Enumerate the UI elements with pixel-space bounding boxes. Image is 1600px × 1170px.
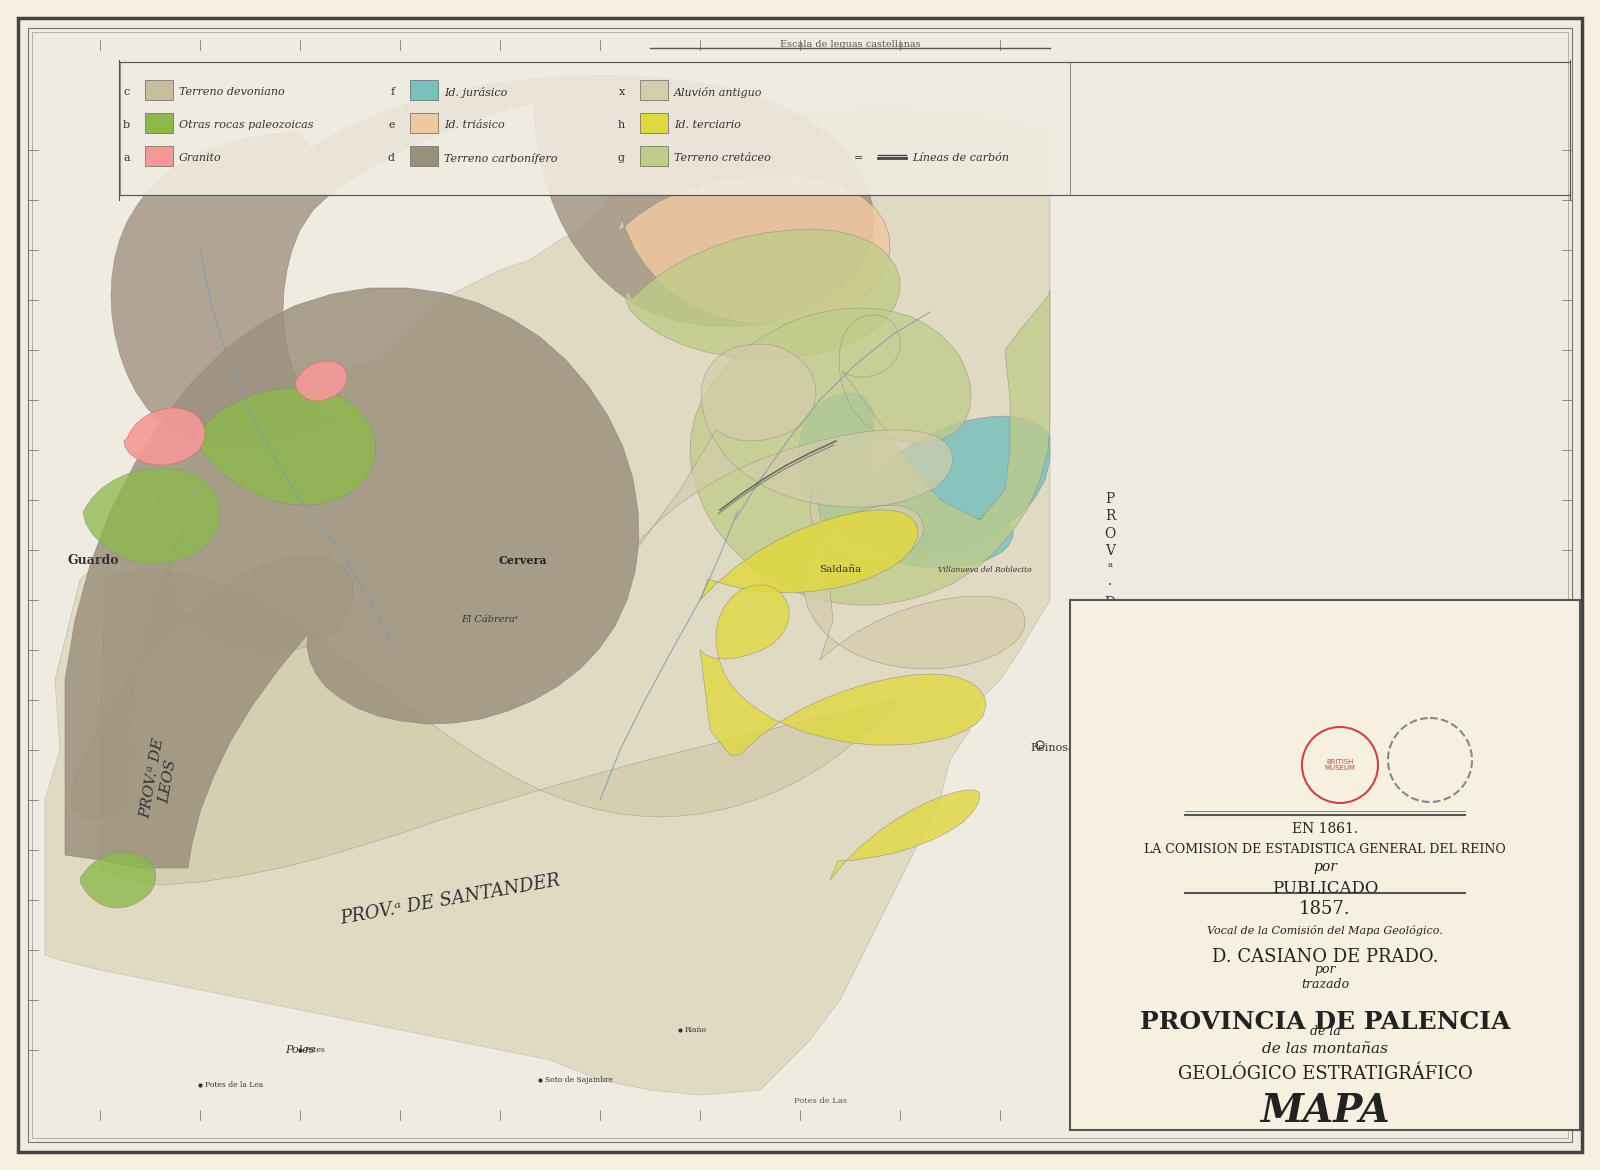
Text: de la: de la — [1309, 1025, 1341, 1038]
Text: b: b — [123, 121, 130, 130]
Polygon shape — [80, 852, 157, 908]
Polygon shape — [125, 408, 205, 464]
Polygon shape — [880, 518, 1013, 567]
Bar — [410, 113, 438, 133]
Text: Saldaña: Saldaña — [819, 565, 861, 574]
Text: a: a — [123, 153, 130, 163]
Polygon shape — [640, 344, 954, 545]
Text: d: d — [387, 153, 395, 163]
Text: Soto de Sajambre: Soto de Sajambre — [546, 1076, 613, 1083]
Text: Terreno devoniano: Terreno devoniano — [179, 87, 285, 97]
Text: e: e — [389, 121, 395, 130]
Text: MAPA: MAPA — [1261, 1092, 1390, 1130]
Text: Aluvión antiguo: Aluvión antiguo — [674, 87, 763, 97]
Text: x: x — [619, 87, 626, 97]
Text: por: por — [1314, 860, 1338, 874]
Text: PROV.ᵃ DE SANTANDER: PROV.ᵃ DE SANTANDER — [339, 872, 562, 928]
Bar — [640, 146, 669, 166]
Bar — [146, 80, 173, 99]
Text: Escala de leguas castellanas: Escala de leguas castellanas — [779, 40, 920, 49]
Text: D. CASIANO DE PRADO.: D. CASIANO DE PRADO. — [1211, 948, 1438, 966]
Polygon shape — [701, 510, 918, 600]
Text: Terreno cretáceo: Terreno cretáceo — [674, 153, 771, 163]
Text: trazado: trazado — [1301, 978, 1349, 991]
Polygon shape — [798, 393, 1050, 555]
Text: Terreno carbonífero: Terreno carbonífero — [445, 152, 557, 164]
Polygon shape — [690, 290, 1050, 605]
Text: =: = — [854, 153, 862, 163]
Text: h: h — [618, 121, 626, 130]
Text: Otras rocas paleozoicas: Otras rocas paleozoicas — [179, 121, 314, 130]
Polygon shape — [195, 388, 374, 505]
Bar — [1070, 600, 1581, 1130]
Polygon shape — [626, 229, 899, 359]
Bar — [640, 113, 669, 133]
Text: EN 1861.: EN 1861. — [1291, 823, 1358, 837]
Text: c: c — [123, 87, 130, 97]
Bar — [410, 146, 438, 166]
Text: Vocal de la Comisión del Mapa Geológico.: Vocal de la Comisión del Mapa Geológico. — [1206, 925, 1443, 936]
Text: Reinosa: Reinosa — [1030, 743, 1075, 753]
Text: f: f — [390, 87, 395, 97]
Text: Potes de Las: Potes de Las — [794, 1097, 846, 1104]
Text: PUBLICADO: PUBLICADO — [1272, 880, 1378, 897]
Bar — [120, 62, 1070, 195]
Bar — [410, 80, 438, 99]
Text: por: por — [1314, 963, 1336, 976]
Text: Id. terciario: Id. terciario — [674, 121, 741, 130]
Polygon shape — [830, 790, 979, 880]
Polygon shape — [618, 176, 890, 325]
Text: P
R
O
V
ᵃ
·
D
E
·
B
U
R
G
O
S: P R O V ᵃ · D E · B U R G O S — [1104, 491, 1115, 748]
Text: PROV.ᵃ DE
LEOS: PROV.ᵃ DE LEOS — [138, 737, 182, 823]
Polygon shape — [72, 523, 354, 820]
Text: GEOLÓGICO ESTRATIGRÁFICO: GEOLÓGICO ESTRATIGRÁFICO — [1178, 1065, 1472, 1083]
Text: Potes de la Lea: Potes de la Lea — [205, 1081, 264, 1089]
Text: Villanueva del Roblecito: Villanueva del Roblecito — [938, 566, 1032, 574]
Text: PROVINCIA DE PALENCIA: PROVINCIA DE PALENCIA — [1139, 1010, 1510, 1034]
Text: Id. jurásico: Id. jurásico — [445, 87, 507, 97]
Polygon shape — [803, 484, 1026, 669]
Polygon shape — [83, 468, 221, 564]
Polygon shape — [45, 106, 1050, 1095]
Text: 1857.: 1857. — [1299, 900, 1350, 918]
Text: Líneas de carbón: Líneas de carbón — [912, 153, 1010, 163]
Text: Cervera: Cervera — [499, 555, 547, 565]
Bar — [146, 146, 173, 166]
Text: Poles: Poles — [285, 1045, 315, 1055]
Text: P
R
O
V
ᵃ
 
D
E
 
B
U
R
G
O
S: P R O V ᵃ D E B U R G O S — [1094, 709, 1106, 931]
Text: El Cábreraˢ: El Cábreraˢ — [461, 615, 518, 625]
Text: Potes: Potes — [306, 1046, 326, 1054]
Polygon shape — [99, 571, 899, 885]
Text: BRITISH
MUSEUM: BRITISH MUSEUM — [1325, 758, 1355, 771]
Text: g: g — [618, 153, 626, 163]
Polygon shape — [110, 75, 874, 446]
Text: Guardo: Guardo — [67, 553, 118, 566]
Bar — [640, 80, 669, 99]
Text: Granito: Granito — [179, 153, 222, 163]
Polygon shape — [294, 362, 347, 401]
Text: Id. triásico: Id. triásico — [445, 121, 504, 130]
Text: de las montañas: de las montañas — [1262, 1042, 1389, 1057]
Bar — [146, 113, 173, 133]
Polygon shape — [701, 585, 986, 755]
Polygon shape — [66, 288, 638, 868]
Text: LA COMISION DE ESTADISTICA GENERAL DEL REINO: LA COMISION DE ESTADISTICA GENERAL DEL R… — [1144, 844, 1506, 856]
Text: Riaño: Riaño — [685, 1026, 707, 1034]
